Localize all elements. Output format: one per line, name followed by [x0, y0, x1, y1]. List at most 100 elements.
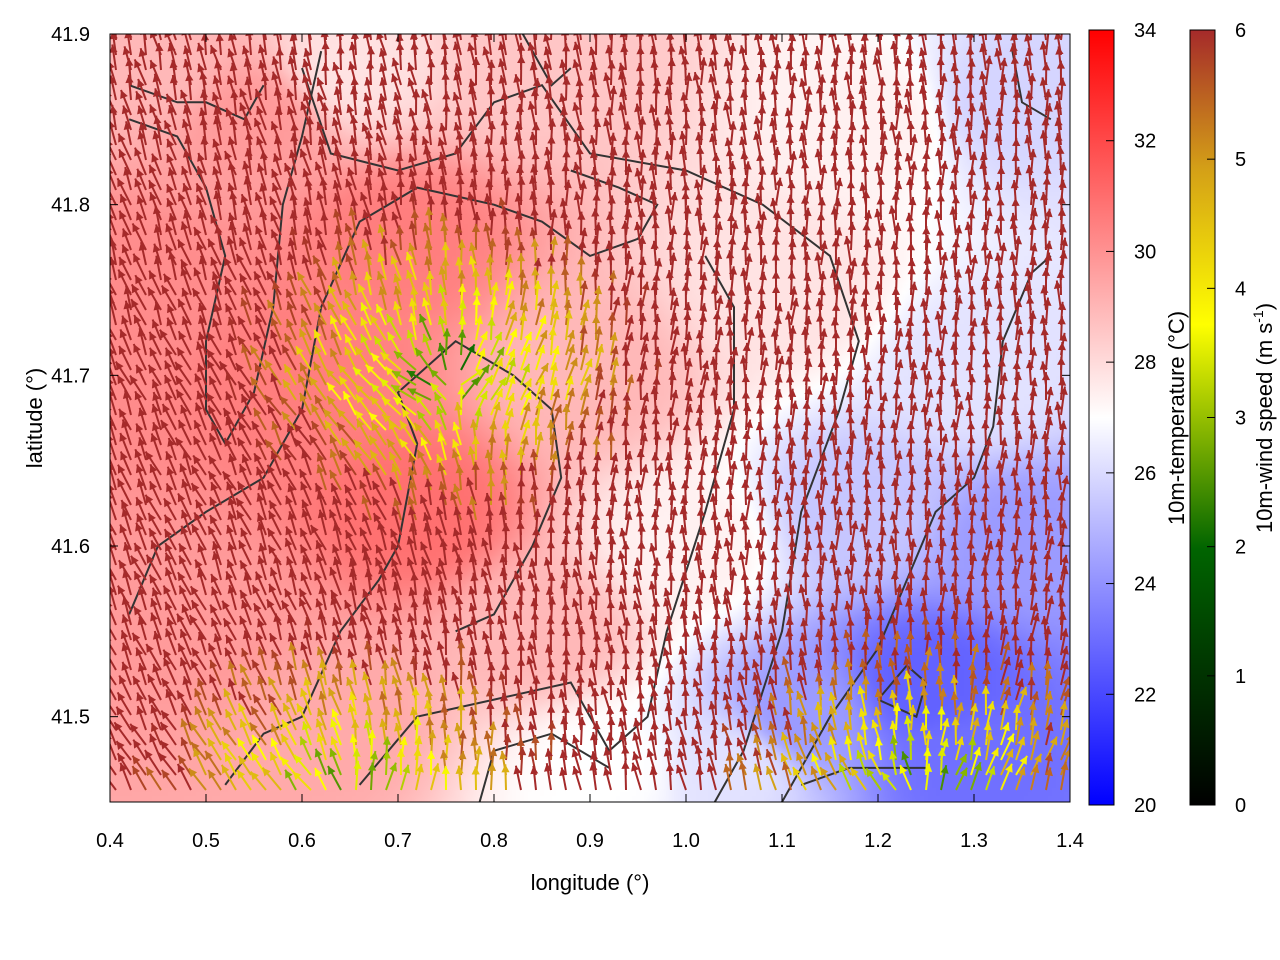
wind-arrow: [260, 73, 270, 101]
wind-arrow: [363, 106, 372, 131]
wind-arrow: [437, 137, 447, 161]
wind-arrow: [935, 147, 944, 176]
wind-arrow: [123, 121, 132, 146]
wind-arrow: [134, 178, 147, 206]
x-tick-label: 1.3: [960, 830, 988, 852]
wind-arrow: [858, 85, 867, 116]
wind-arrow: [726, 92, 735, 116]
wind-arrow: [618, 102, 627, 131]
wind-arrow: [619, 88, 628, 116]
y-tick-label: 41.5: [51, 707, 90, 729]
wind-arrow: [350, 197, 359, 221]
wind-arrow: [196, 165, 207, 191]
wind-arrow: [429, 34, 432, 41]
wind-arrow: [877, 105, 886, 131]
wind-arrow: [918, 73, 927, 101]
wind-arrow: [319, 177, 328, 206]
wind-arrow: [439, 122, 447, 146]
wind-arrow: [288, 149, 297, 176]
wind-arrow: [410, 209, 419, 236]
wind-arrow: [978, 102, 987, 131]
wind-arrow: [488, 208, 497, 236]
wind-arrow: [440, 196, 449, 221]
wind-arrow: [846, 90, 855, 116]
temperature-colorbar-tick-label: 32: [1134, 131, 1156, 153]
wind-arrow: [302, 92, 312, 116]
wind-arrow: [347, 167, 357, 191]
wind-arrow: [391, 73, 402, 101]
wind-arrow: [948, 130, 957, 161]
temperature-colorbar-tick-label: 24: [1134, 574, 1156, 596]
wind-arrow: [785, 135, 794, 161]
wind-arrow: [1010, 34, 1019, 56]
wind-arrow: [1024, 105, 1033, 131]
wind-arrow: [487, 59, 496, 86]
wind-arrow: [195, 182, 207, 206]
wind-arrow: [393, 106, 402, 131]
wind-arrow: [350, 148, 359, 176]
wind-arrow: [714, 34, 717, 41]
wind-arrow: [1042, 176, 1051, 206]
x-tick-label: 0.6: [288, 830, 316, 852]
wind-arrow: [530, 164, 539, 191]
wind-arrow: [624, 209, 633, 236]
wind-arrow: [682, 120, 691, 146]
wind-label-end: ): [1252, 303, 1277, 310]
wind-arrow: [133, 58, 147, 86]
wind-arrow: [376, 120, 387, 146]
wind-arrow: [182, 182, 192, 206]
wind-arrow: [668, 131, 677, 161]
wind-arrow: [168, 212, 177, 236]
wind-arrow: [333, 86, 342, 116]
wind-label-main: 10m-wind speed (m s: [1252, 323, 1277, 533]
wind-arrow: [148, 164, 162, 191]
wind-arrow: [163, 120, 177, 146]
wind-arrow: [940, 160, 949, 191]
wind-arrow: [167, 104, 177, 131]
wind-arrow: [308, 34, 312, 41]
wind-arrow: [412, 89, 421, 116]
wind-arrow: [135, 90, 147, 116]
wind-arrow: [893, 87, 902, 116]
wind-arrow: [740, 89, 749, 116]
wind-arrow: [363, 92, 372, 116]
wind-arrow: [212, 75, 222, 101]
wind-arrow: [256, 105, 267, 131]
wind-arrow: [799, 120, 808, 146]
wind-arrow: [699, 57, 708, 86]
wind-arrow: [350, 86, 359, 116]
wind-arrow: [978, 71, 987, 101]
wind-arrow: [137, 105, 147, 131]
wind-arrow: [185, 72, 194, 101]
wind-arrow: [454, 107, 463, 131]
wind-arrow: [994, 34, 1003, 56]
wind-arrow: [273, 135, 282, 161]
wind-arrow: [229, 62, 238, 86]
temperature-colorbar-label: 10m-temperature (°C): [1164, 311, 1189, 525]
wind-arrow: [722, 101, 732, 131]
wind-arrow: [922, 181, 932, 206]
wind-arrow: [878, 115, 887, 146]
wind-arrow: [609, 85, 618, 116]
wind-arrow: [775, 177, 784, 206]
wind-arrow: [905, 45, 914, 71]
wind-arrow: [665, 116, 674, 146]
wind-arrow: [1014, 34, 1017, 41]
wind-arrow: [467, 191, 477, 221]
wind-arrow: [321, 62, 330, 86]
wind-arrow: [770, 86, 779, 116]
wind-arrow: [892, 77, 901, 101]
wind-arrow: [608, 34, 612, 41]
wind-colorbar-tick-label: 0: [1235, 795, 1246, 817]
wind-arrow: [270, 212, 282, 236]
wind-colorbar-tick-label: 3: [1235, 408, 1246, 430]
wind-arrow: [547, 135, 556, 161]
wind-arrow: [379, 77, 388, 101]
wind-arrow: [950, 164, 960, 191]
wind-arrow: [332, 105, 342, 131]
wind-arrow: [122, 228, 132, 251]
wind-arrow: [438, 151, 447, 176]
x-tick-label: 1.2: [864, 830, 892, 852]
wind-arrow: [262, 34, 267, 56]
wind-arrow: [728, 42, 737, 71]
